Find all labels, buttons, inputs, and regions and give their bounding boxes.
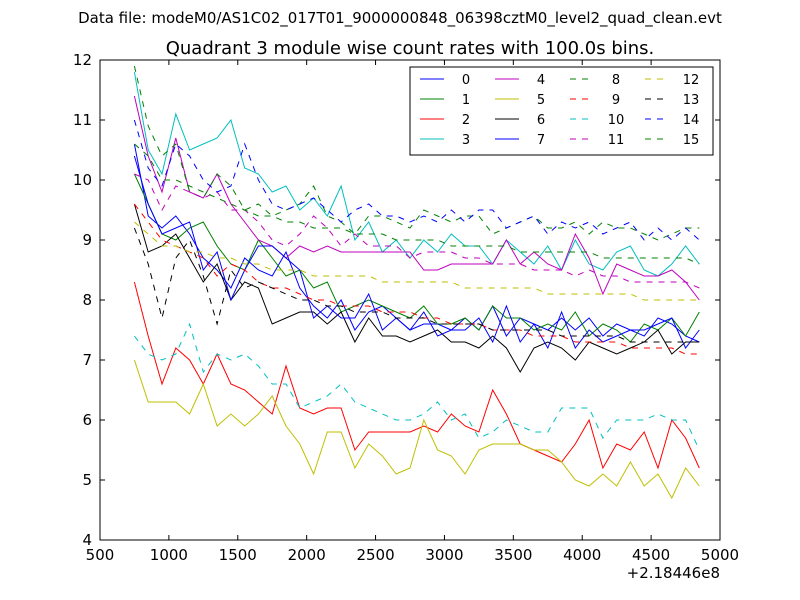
series-line-10 [134, 322, 700, 451]
series-line-8 [133, 65, 700, 241]
figure-suptitle: Data file: modeM0/AS1C02_017T01_90000008… [78, 9, 722, 27]
series-line-5 [133, 359, 700, 500]
legend-label-5: 5 [537, 93, 545, 108]
legend-label-8: 8 [612, 73, 620, 88]
legend-label-12: 12 [683, 73, 700, 88]
legend-label-14: 14 [683, 113, 700, 128]
legend-label-4: 4 [537, 73, 545, 88]
series-line-0 [133, 143, 700, 343]
series-line-1 [133, 173, 700, 343]
x-tick-label: 2500 [356, 546, 394, 564]
chart-title: Quadrant 3 module wise count rates with … [166, 38, 655, 59]
x-tick-label: 4000 [563, 546, 601, 564]
series-line-13 [133, 227, 700, 343]
legend-label-15: 15 [683, 133, 700, 148]
series-line-7 [133, 155, 700, 350]
y-tick-label: 9 [82, 231, 92, 249]
series-line-2 [133, 281, 700, 470]
legend-label-6: 6 [537, 113, 545, 128]
x-tick-label: 1500 [219, 546, 257, 564]
y-tick-label: 8 [82, 291, 92, 309]
series-line-15 [134, 143, 700, 265]
y-tick-label: 5 [82, 471, 92, 489]
legend-label-2: 2 [462, 113, 470, 128]
x-tick-label: 4500 [632, 546, 670, 564]
series-line-9 [134, 203, 700, 355]
x-tick-label: 3500 [494, 546, 532, 564]
legend-label-9: 9 [612, 93, 620, 108]
series-line-11 [134, 173, 700, 289]
legend-label-0: 0 [462, 73, 470, 88]
series-line-14 [133, 119, 700, 241]
x-tick-label: 5000 [701, 546, 739, 564]
legend-label-10: 10 [608, 113, 625, 128]
x-tick-label: 2000 [288, 546, 326, 564]
y-tick-label: 12 [73, 51, 92, 69]
series-line-4 [133, 95, 700, 301]
plot-lines [133, 65, 700, 500]
series-line-3 [133, 71, 700, 277]
y-tick-label: 11 [73, 111, 92, 129]
legend-label-11: 11 [608, 133, 625, 148]
series-line-6 [133, 203, 700, 374]
y-tick-label: 10 [73, 171, 92, 189]
y-tick-label: 7 [82, 351, 92, 369]
legend-frame [409, 66, 714, 156]
legend-label-7: 7 [537, 133, 545, 148]
y-tick-label: 4 [82, 531, 92, 549]
legend-label-1: 1 [462, 93, 470, 108]
x-axis: 500 1000 1500 2000 2500 3000 3500 4000 4500 5000 [86, 60, 739, 564]
x-tick-label: 1000 [150, 546, 188, 564]
legend-label-3: 3 [462, 133, 470, 148]
x-tick-label: 3000 [425, 546, 463, 564]
x-axis-offset-label: +2.18446e8 [627, 564, 720, 582]
legend-label-13: 13 [683, 93, 700, 108]
y-tick-label: 6 [82, 411, 92, 429]
x-tick-label: 500 [86, 546, 115, 564]
